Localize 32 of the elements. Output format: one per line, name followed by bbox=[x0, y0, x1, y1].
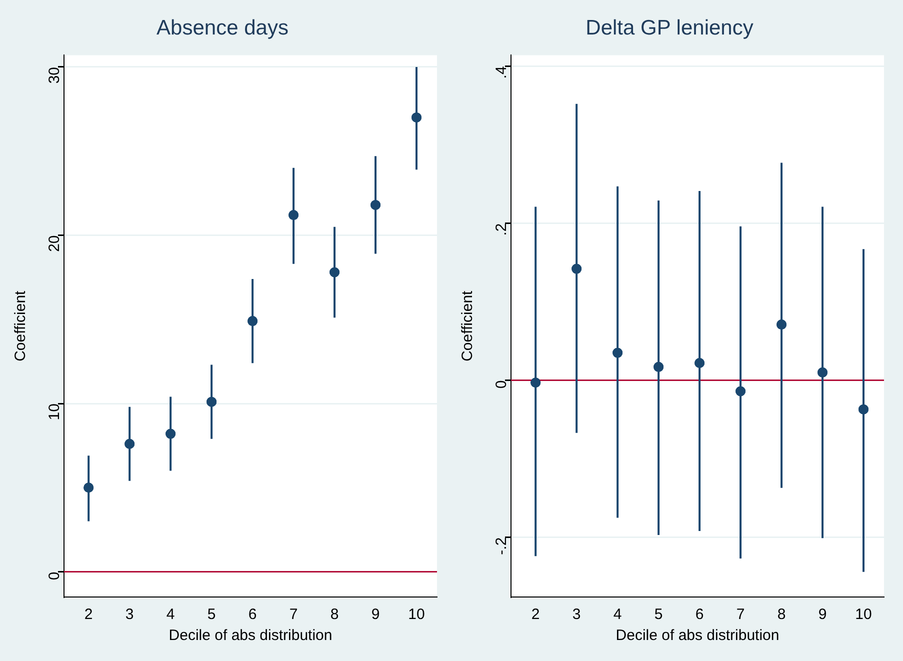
x-tick-label: 7 bbox=[289, 606, 298, 624]
y-axis-title: Coefficient bbox=[12, 290, 30, 362]
chart-title: Delta GP leniency bbox=[586, 16, 754, 40]
y-tick-label: 10 bbox=[46, 404, 64, 420]
x-tick-label: 9 bbox=[818, 606, 827, 624]
x-tick-label: 10 bbox=[408, 606, 425, 624]
y-tick-label: 30 bbox=[46, 66, 64, 84]
x-tick-label: 6 bbox=[695, 606, 704, 624]
y-tick-label: .4 bbox=[493, 66, 510, 79]
y-tick-label: 0 bbox=[493, 380, 510, 389]
x-tick-label: 2 bbox=[84, 606, 93, 624]
x-tick-label: 8 bbox=[330, 606, 339, 624]
x-tick-label: 10 bbox=[855, 606, 872, 624]
x-tick-label: 4 bbox=[613, 606, 622, 624]
y-tick-label: -.2 bbox=[493, 537, 510, 555]
x-tick-label: 9 bbox=[371, 606, 380, 624]
y-tick-label: 0 bbox=[46, 572, 64, 580]
x-tick-label: 5 bbox=[654, 606, 663, 624]
y-axis-title: Coefficient bbox=[459, 290, 476, 362]
x-tick-label: 3 bbox=[572, 606, 581, 624]
x-tick-label: 7 bbox=[736, 606, 745, 624]
x-tick-label: 3 bbox=[125, 606, 134, 624]
x-tick-label: 8 bbox=[777, 606, 786, 624]
y-tick-label: 20 bbox=[46, 235, 64, 252]
y-tick-label: .2 bbox=[493, 223, 510, 236]
x-tick-label: 4 bbox=[166, 606, 175, 624]
x-tick-label: 5 bbox=[207, 606, 216, 624]
x-tick-label: 2 bbox=[531, 606, 540, 624]
chart-title: Absence days bbox=[156, 16, 288, 40]
x-axis-title: Decile of abs distribution bbox=[616, 627, 780, 644]
x-axis-title: Decile of abs distribution bbox=[168, 627, 332, 644]
x-tick-label: 6 bbox=[248, 606, 257, 624]
